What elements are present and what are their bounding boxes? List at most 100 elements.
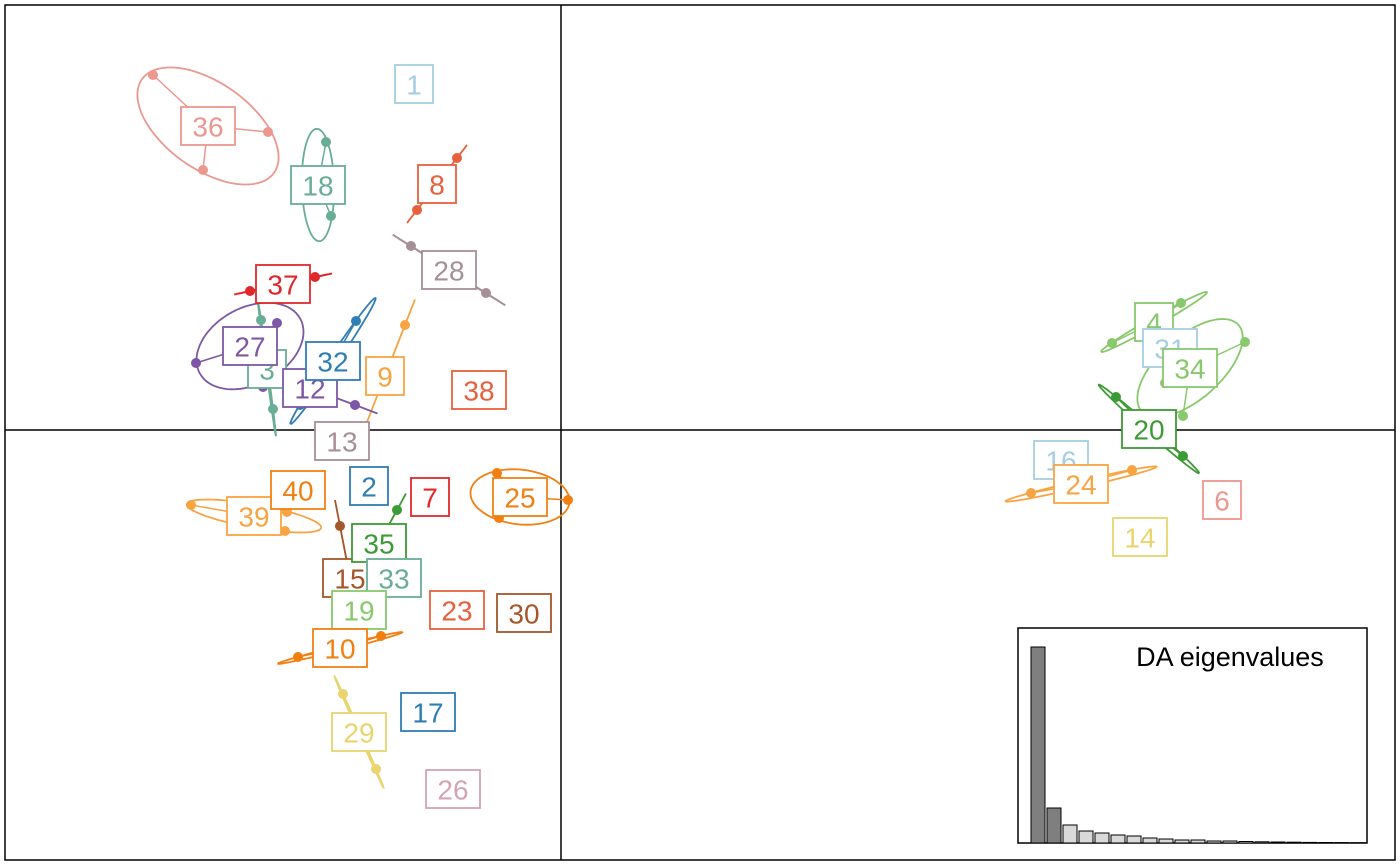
group-label-box	[1121, 409, 1177, 449]
point	[256, 315, 266, 325]
group-label-box	[425, 769, 481, 809]
group-ellipse	[1097, 383, 1201, 475]
group-label-box	[417, 164, 457, 204]
group-label-box	[1202, 480, 1242, 520]
eigenvalue-bar	[1142, 837, 1158, 844]
group-label: 25	[504, 483, 535, 514]
group-label: 6	[1214, 486, 1230, 517]
point	[563, 495, 573, 505]
point	[350, 400, 360, 410]
group-label-box	[270, 470, 326, 510]
eigenvalue-bar	[1046, 807, 1062, 844]
group-label-box	[222, 326, 278, 366]
eigenvalue-bar	[1302, 841, 1318, 844]
point	[1111, 392, 1121, 402]
point	[481, 288, 491, 298]
point	[1178, 411, 1188, 421]
group-ellipse	[354, 299, 416, 453]
group-label-box	[365, 356, 405, 396]
group-label: 30	[508, 599, 539, 630]
group-label: 38	[463, 376, 494, 407]
group-label-box	[290, 165, 346, 205]
group-label-box	[492, 477, 548, 517]
inset-title: DA eigenvalues	[1136, 642, 1324, 672]
group-label: 28	[433, 256, 464, 287]
group-label: 29	[343, 718, 374, 749]
eigenvalue-bar	[1238, 841, 1254, 844]
group-label: 35	[363, 529, 394, 560]
group-label: 36	[192, 112, 223, 143]
group-label-box	[400, 692, 456, 732]
group-label: 26	[437, 775, 468, 806]
group-label-box	[314, 421, 370, 461]
point	[186, 500, 196, 510]
group-label: 33	[378, 564, 409, 595]
group-label: 18	[302, 171, 333, 202]
point	[1107, 338, 1117, 348]
group-label: 2	[361, 472, 377, 503]
group-label: 20	[1133, 415, 1164, 446]
point	[1026, 488, 1036, 498]
group-label-box	[305, 341, 361, 381]
group-label-box	[1053, 464, 1109, 504]
point	[1176, 298, 1186, 308]
point	[412, 205, 422, 215]
group-label-box	[180, 106, 236, 146]
group-label-box	[410, 477, 450, 517]
group-label: 27	[234, 332, 265, 363]
group-label: 23	[441, 596, 472, 627]
point	[293, 652, 303, 662]
eigenvalue-bar	[1206, 840, 1222, 844]
group-label: 14	[1124, 523, 1155, 554]
group-label: 13	[326, 427, 357, 458]
eigenvalue-bar	[1126, 835, 1142, 844]
point	[351, 316, 361, 326]
group-label-box	[255, 264, 311, 304]
group-label: 24	[1065, 470, 1096, 501]
group-ellipse	[195, 301, 305, 391]
group-label-box	[1112, 517, 1168, 557]
point	[1178, 451, 1188, 461]
point	[1240, 337, 1250, 347]
group-label: 8	[429, 170, 445, 201]
group-ellipse	[1100, 291, 1208, 353]
group-label: 9	[377, 362, 393, 393]
group-label: 7	[422, 483, 438, 514]
eigenvalue-bar	[1110, 834, 1126, 844]
point	[338, 689, 348, 699]
eigenvalue-bar	[1222, 840, 1238, 844]
group-ellipse	[136, 66, 280, 186]
group-label: 19	[343, 596, 374, 627]
point	[406, 241, 416, 251]
point	[272, 318, 282, 328]
group-ellipse	[469, 468, 571, 526]
eigenvalue-bar	[1254, 841, 1270, 844]
group-label-box	[351, 523, 407, 563]
group-label: 10	[324, 634, 355, 665]
group-label: 32	[317, 347, 348, 378]
point	[326, 211, 336, 221]
point	[492, 468, 502, 478]
point	[335, 521, 345, 531]
eigenvalue-bar	[1190, 839, 1206, 844]
eigenvalue-bar	[1062, 824, 1078, 844]
group-label-box	[429, 590, 485, 630]
group-label-box	[496, 593, 552, 633]
point	[452, 153, 462, 163]
point	[198, 165, 208, 175]
group-label: 37	[267, 270, 298, 301]
group-label: 17	[412, 698, 443, 729]
group-label: 15	[334, 564, 365, 595]
point	[1127, 465, 1137, 475]
plot-frame	[4, 4, 1396, 861]
point	[263, 127, 273, 137]
eigenvalue-bar	[1286, 841, 1302, 844]
group-label-box	[312, 628, 368, 668]
inset-frame	[1017, 627, 1368, 844]
group-label-box	[1162, 348, 1218, 388]
point	[245, 286, 255, 296]
eigenvalue-bar	[1094, 832, 1110, 844]
group-label-box	[349, 466, 389, 506]
